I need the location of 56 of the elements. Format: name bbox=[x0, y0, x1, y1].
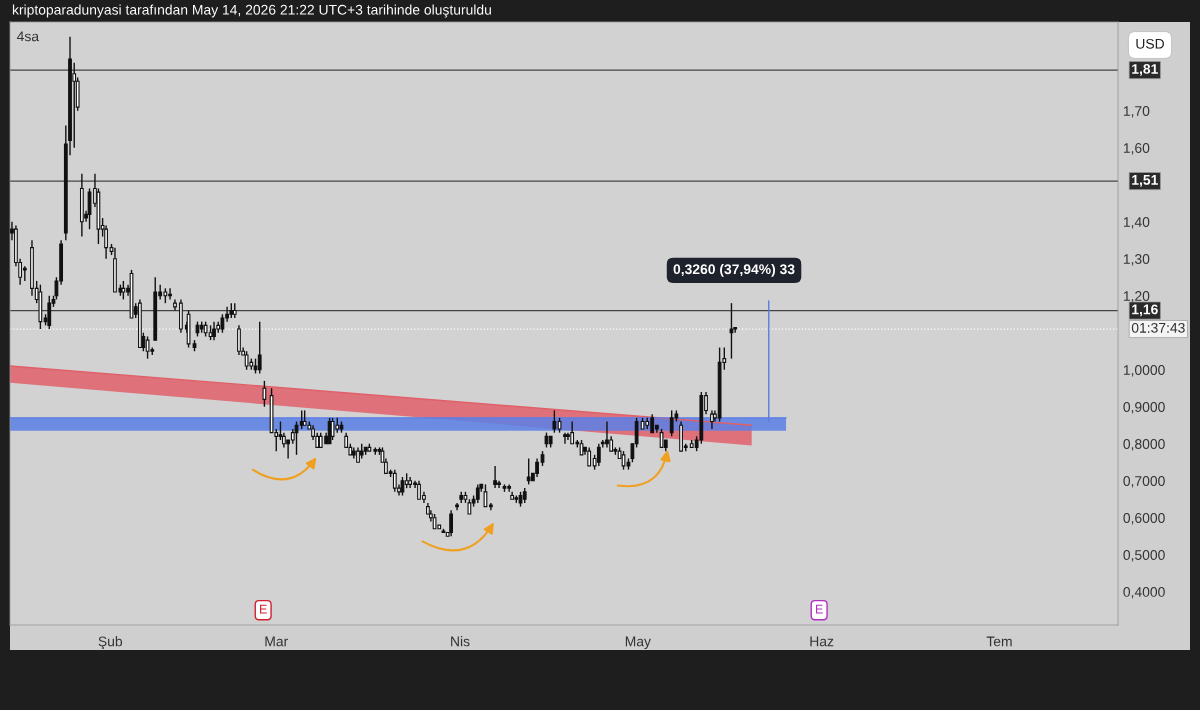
candlestick bbox=[47, 295, 52, 330]
candlestick bbox=[22, 265, 27, 282]
x-tick-label: Haz bbox=[810, 636, 834, 647]
candlestick bbox=[493, 465, 497, 489]
ref-line-label: 1,51 bbox=[1132, 175, 1158, 187]
y-tick-label: 1,0000 bbox=[1123, 365, 1165, 377]
candlestick bbox=[145, 335, 150, 360]
y-tick-label: 0,9000 bbox=[1123, 402, 1165, 414]
x-tick-label: Şub bbox=[98, 636, 123, 650]
y-tick-label: 0,7000 bbox=[1123, 476, 1165, 488]
annotation: E bbox=[260, 604, 267, 614]
y-tick-label: 0,8000 bbox=[1123, 439, 1165, 451]
candlestick bbox=[220, 313, 225, 334]
candlestick bbox=[596, 443, 601, 467]
y-tick-label: 0,6000 bbox=[1123, 513, 1165, 525]
y-tick-label: 1,30 bbox=[1123, 254, 1150, 266]
candlestick bbox=[330, 417, 335, 441]
y-tick-label: 1,70 bbox=[1123, 106, 1150, 118]
candlestick bbox=[552, 409, 557, 434]
candlestick bbox=[400, 476, 405, 497]
candlestick bbox=[483, 483, 488, 508]
y-tick-label: 0,5000 bbox=[1123, 550, 1165, 562]
y-tick-label: 1,40 bbox=[1123, 217, 1150, 229]
candlestick bbox=[173, 298, 177, 312]
candlestick bbox=[570, 420, 575, 445]
x-tick-label: Nis bbox=[451, 636, 470, 647]
y-tick-label: 0,4000 bbox=[1123, 587, 1165, 599]
candlestick bbox=[669, 409, 674, 438]
y-tick-label: 1,20 bbox=[1123, 291, 1150, 303]
x-tick-label: Mar bbox=[265, 636, 288, 647]
ref-line-label: 1,16 bbox=[1132, 304, 1158, 317]
candlestick bbox=[351, 446, 356, 460]
candlestick bbox=[526, 457, 531, 486]
ref-line-label: 1,81 bbox=[1132, 63, 1158, 76]
candlestick bbox=[244, 350, 249, 371]
text: 4sa bbox=[16, 31, 40, 42]
y-tick-label: 1,60 bbox=[1123, 143, 1150, 155]
text: USD bbox=[1136, 38, 1164, 49]
candlestick bbox=[262, 380, 267, 408]
candlestick bbox=[449, 509, 454, 537]
x-tick-label: May bbox=[625, 636, 651, 650]
annotation: 0,3260 (37,94%) 33 bbox=[673, 263, 795, 277]
candlestick bbox=[659, 428, 664, 449]
candlestick bbox=[605, 420, 609, 449]
ref-line-label: 01:37:43 bbox=[1131, 322, 1185, 333]
candlestick bbox=[212, 320, 216, 341]
candlestick bbox=[621, 450, 626, 471]
annotation: E bbox=[816, 604, 823, 614]
candlestick bbox=[535, 457, 539, 478]
candlestick bbox=[710, 409, 714, 430]
candlestick bbox=[729, 302, 734, 360]
candlestick bbox=[257, 320, 262, 375]
text: kriptoparadunyasi tarafından May 14, 2026 21:22 UTC+3 tarihinde oluşturuldu bbox=[12, 4, 491, 18]
x-tick-label: Tem bbox=[986, 636, 1012, 647]
candlestick bbox=[587, 446, 592, 467]
candlestick bbox=[392, 468, 397, 493]
